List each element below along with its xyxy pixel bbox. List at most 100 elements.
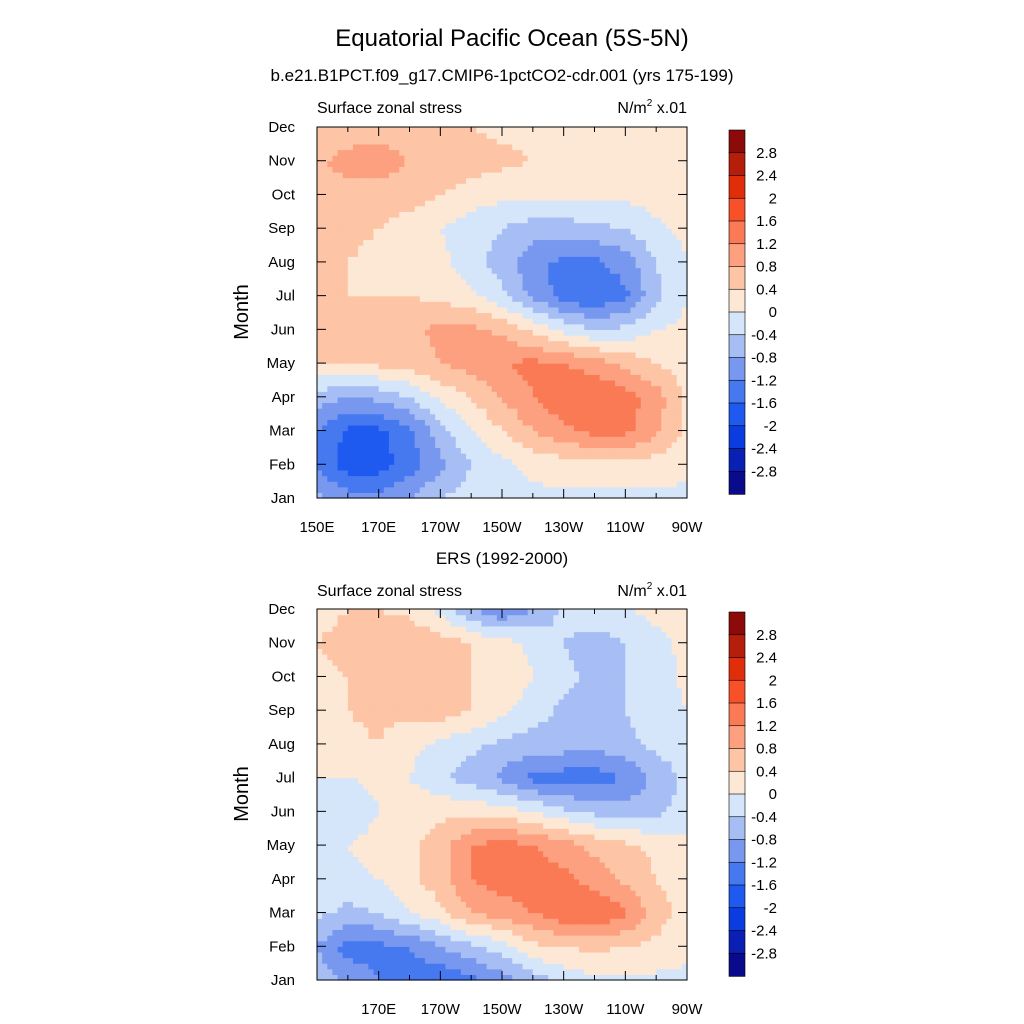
contour-cell [466, 413, 472, 420]
contour-cell [471, 312, 477, 319]
contour-cell [332, 155, 339, 162]
contour-cell [584, 469, 590, 477]
contour-cell [404, 228, 411, 235]
contour-cell [573, 171, 580, 179]
contour-cell [548, 228, 554, 235]
contour-cell [424, 379, 431, 387]
contour-cell [681, 481, 688, 488]
contour-cell [584, 464, 590, 471]
contour-cell [558, 340, 565, 347]
contour-cell [635, 469, 642, 477]
contour-cell [358, 486, 364, 493]
contour-cell [615, 334, 621, 342]
contour-cell [594, 453, 601, 460]
contour-cell [471, 351, 477, 359]
contour-cell [625, 205, 632, 212]
contour-cell [568, 228, 575, 235]
contour-cell [573, 475, 580, 482]
contour-cell [383, 222, 390, 229]
contour-cell [471, 458, 477, 465]
colorbar-label: 1.6 [756, 213, 777, 230]
contour-cell [414, 346, 421, 353]
contour-cell [517, 205, 524, 212]
contour-cell [373, 245, 380, 252]
contour-cell [424, 301, 431, 308]
contour-cell [681, 385, 688, 392]
contour-cell [645, 200, 652, 207]
contour-cell [332, 408, 339, 415]
contour-cell [481, 413, 488, 420]
contour-cell [563, 363, 570, 370]
contour-cell [430, 464, 436, 471]
contour-cell [455, 408, 462, 415]
contour-cell [327, 469, 334, 477]
contour-cell [471, 290, 477, 297]
contour-cell [322, 267, 328, 274]
contour-cell [502, 968, 508, 975]
contour-cell [589, 441, 596, 449]
contour-cell [558, 351, 565, 359]
contour-cell [358, 475, 364, 482]
contour-cell [651, 261, 657, 269]
contour-cell [409, 357, 416, 364]
contour-cell [466, 396, 472, 404]
contour-cell [322, 453, 328, 460]
contour-cell [615, 166, 621, 173]
contour-cell [553, 273, 560, 280]
contour-cell [409, 363, 416, 370]
contour-cell [347, 351, 354, 359]
contour-cell [455, 318, 462, 325]
contour-cell [445, 312, 452, 319]
contour-cell [537, 413, 544, 420]
contour-cell [651, 486, 657, 493]
contour-cell [651, 138, 657, 145]
contour-cell [430, 340, 436, 347]
contour-cell [671, 351, 678, 359]
contour-cell [599, 363, 606, 370]
contour-cell [466, 183, 472, 190]
contour-cell [620, 239, 626, 246]
contour-cell [481, 216, 488, 224]
contour-cell [615, 245, 621, 252]
contour-cell [368, 200, 375, 207]
contour-cell [527, 447, 534, 454]
contour-cell [388, 486, 395, 493]
contour-cell [502, 188, 508, 196]
contour-cell [584, 430, 590, 437]
contour-cell [630, 469, 637, 477]
contour-cell [358, 374, 364, 381]
contour-cell [502, 183, 508, 190]
contour-cell [414, 402, 421, 409]
contour-cell [645, 329, 652, 336]
contour-cell [332, 160, 339, 167]
contour-cell [635, 340, 642, 347]
contour-cell [394, 132, 400, 139]
contour-cell [445, 239, 452, 246]
contour-cell [342, 183, 349, 190]
contour-cell [671, 492, 678, 499]
contour-cell [635, 127, 642, 134]
contour-cell [368, 177, 375, 184]
contour-cell [388, 222, 395, 229]
contour-cell [466, 143, 472, 151]
contour-cell [640, 391, 647, 398]
contour-cell [317, 138, 323, 145]
contour-cell [450, 222, 457, 229]
contour-cell [507, 340, 513, 347]
contour-cell [414, 205, 421, 212]
contour-cell [337, 368, 344, 375]
contour-cell [409, 138, 416, 145]
contour-cell [409, 278, 416, 285]
contour-cell [399, 216, 405, 224]
contour-cell [656, 340, 662, 347]
contour-cell [460, 205, 467, 212]
contour-cell [378, 250, 385, 257]
contour-cell [471, 334, 477, 342]
contour-cell [579, 475, 585, 482]
contour-cell [496, 469, 503, 477]
contour-cell [640, 166, 647, 173]
contour-cell [496, 228, 503, 235]
contour-cell [460, 228, 467, 235]
contour-cell [548, 166, 554, 173]
contour-cell [558, 211, 565, 218]
